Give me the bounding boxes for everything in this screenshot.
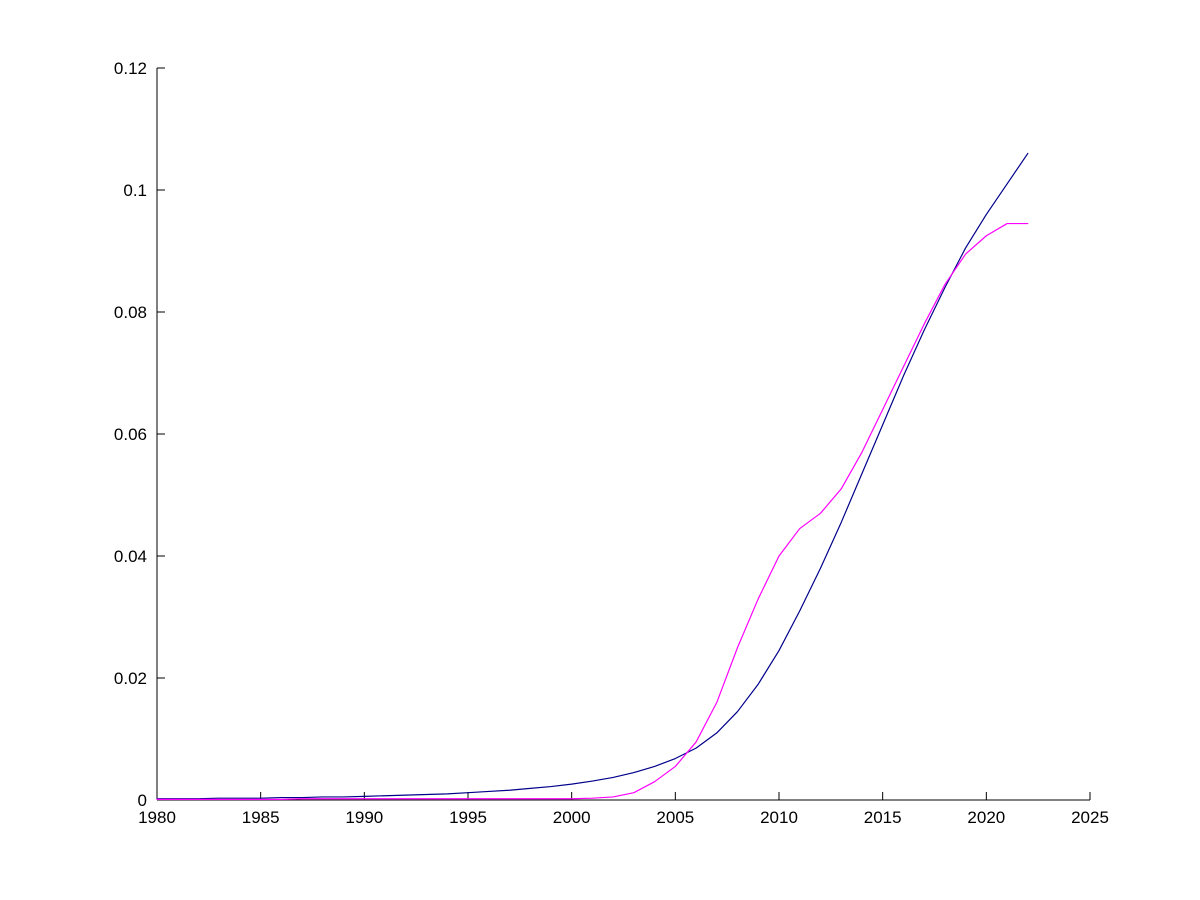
x-tick-label: 2000 [553, 808, 591, 827]
y-tick-label: 0.08 [114, 303, 147, 322]
y-tick-label: 0.06 [114, 425, 147, 444]
y-tick-label: 0.04 [114, 547, 147, 566]
x-tick-label: 1985 [242, 808, 280, 827]
magenta-line [156, 222, 1029, 800]
x-tick-label: 2025 [1071, 808, 1109, 827]
y-tick-label: 0.12 [114, 59, 147, 78]
x-tick-label: 2005 [656, 808, 694, 827]
x-tick-label: 1980 [138, 808, 176, 827]
x-tick-label: 2015 [864, 808, 902, 827]
x-tick-label: 1990 [345, 808, 383, 827]
dark-blue-line [156, 152, 1029, 800]
y-tick-label: 0.1 [123, 181, 147, 200]
y-tick-label: 0.02 [114, 669, 147, 688]
y-tick-label: 0 [138, 791, 147, 810]
x-tick-label: 2020 [967, 808, 1005, 827]
x-tick-label: 2010 [760, 808, 798, 827]
x-tick-label: 1995 [449, 808, 487, 827]
